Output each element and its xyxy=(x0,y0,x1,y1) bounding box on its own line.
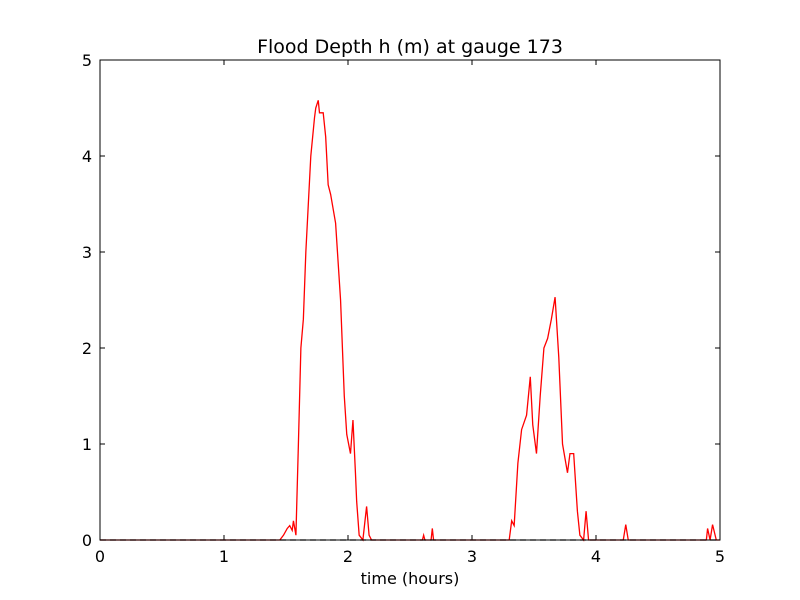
y-tick-label: 0 xyxy=(82,531,92,550)
chart-title: Flood Depth h (m) at gauge 173 xyxy=(257,36,563,58)
data-line xyxy=(100,100,720,542)
y-tick-label: 2 xyxy=(82,339,92,358)
y-tick-label: 5 xyxy=(82,51,92,70)
x-tick-label: 0 xyxy=(95,547,105,566)
plot-frame xyxy=(99,59,721,541)
x-tick-label: 3 xyxy=(467,547,477,566)
y-tick-label: 4 xyxy=(82,147,92,166)
x-tick-label: 2 xyxy=(343,547,353,566)
y-tick-label: 1 xyxy=(82,435,92,454)
x-tick-label: 5 xyxy=(715,547,725,566)
x-axis-label: time (hours) xyxy=(361,569,460,588)
y-tick-label: 3 xyxy=(82,243,92,262)
x-tick-label: 4 xyxy=(591,547,601,566)
x-tick-label: 1 xyxy=(219,547,229,566)
